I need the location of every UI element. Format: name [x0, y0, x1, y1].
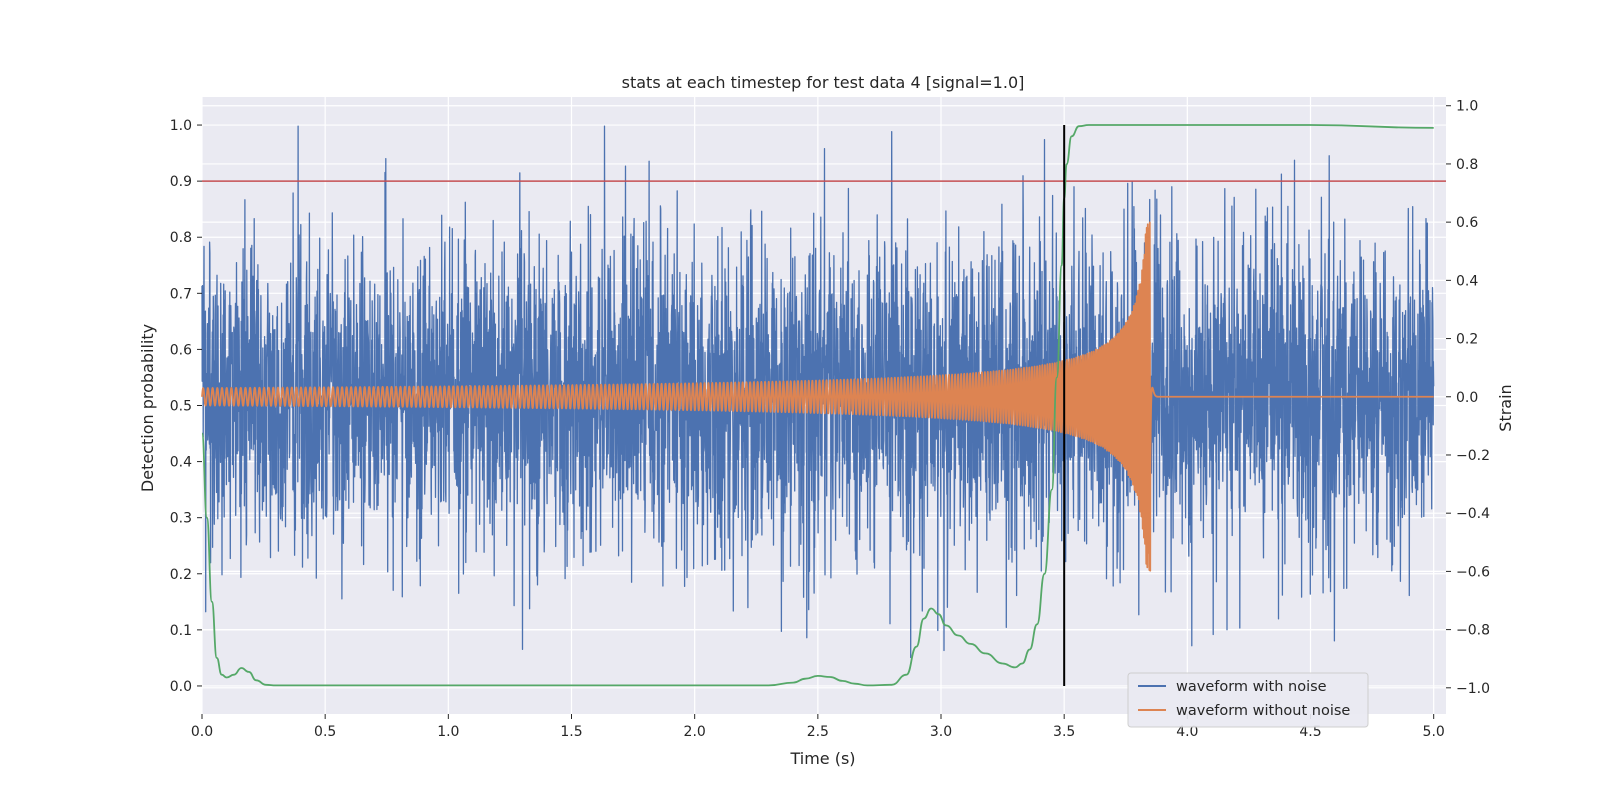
x-tick-label: 0.0: [191, 724, 213, 740]
y-tick-label-right: 0.6: [1456, 215, 1478, 231]
y-tick-label-left: 0.3: [170, 511, 192, 527]
y-tick-label-right: −0.4: [1456, 506, 1490, 522]
x-tick-label: 5.0: [1423, 724, 1445, 740]
y-axis-left: 0.0 0.1 0.2 0.3 0.4 0.5 0.6 0.7 0.8 0.9 1.0: [170, 118, 202, 695]
x-axis: 0.0 0.5 1.0 1.5 2.0 2.5 3.0 3.5 4.0 4.5 5.0: [191, 714, 1445, 740]
series-detection-probability: [201, 124, 1434, 687]
x-tick-label: 3.0: [930, 724, 952, 740]
y-tick-label-right: 0.4: [1456, 273, 1478, 289]
y-tick-label-left: 0.5: [170, 399, 192, 415]
y-tick-label-left: 0.2: [170, 567, 192, 583]
series-layer: [201, 124, 1446, 687]
x-axis-label: Time (s): [789, 749, 855, 768]
series-waveform-without-noise: [201, 221, 1435, 572]
y-tick-label-right: 0.2: [1456, 332, 1478, 348]
x-tick-label: 2.5: [807, 724, 829, 740]
y-tick-label-right: 0.8: [1456, 157, 1478, 173]
x-tick-label: 4.5: [1299, 724, 1321, 740]
y-tick-label-right: 0.0: [1456, 390, 1478, 406]
legend-label-clean: waveform without noise: [1176, 703, 1350, 719]
x-tick-label: 3.5: [1053, 724, 1075, 740]
legend-box: [1127, 672, 1369, 728]
y-tick-label-left: 0.7: [170, 286, 192, 302]
series-waveform-with-noise: [201, 125, 1435, 659]
y-tick-label-left: 0.0: [170, 679, 192, 695]
x-tick-label: 0.5: [314, 724, 336, 740]
y-axis-label-left: Detection probability: [138, 324, 157, 492]
legend: waveform with noise waveform without noi…: [1127, 672, 1369, 728]
x-tick-label: 4.0: [1176, 724, 1198, 740]
y-tick-label-right: 1.0: [1456, 99, 1478, 115]
y-axis-right: −1.0 −0.8 −0.6 −0.4 −0.2 0.0 0.2 0.4 0.6 0.8 1.0: [1446, 99, 1490, 697]
y-tick-label-left: 0.8: [170, 230, 192, 246]
y-tick-label-left: 0.9: [170, 174, 192, 190]
y-tick-label-right: −0.8: [1456, 623, 1490, 639]
x-tick-label: 1.5: [560, 724, 582, 740]
y-tick-label-left: 0.1: [170, 623, 192, 639]
legend-label-noise: waveform with noise: [1176, 679, 1327, 695]
y-tick-label-left: 0.4: [170, 455, 192, 471]
y-tick-label-right: −1.0: [1456, 681, 1490, 697]
y-axis-label-right: Strain: [1496, 384, 1515, 431]
x-tick-label: 1.0: [437, 724, 459, 740]
y-tick-label-left: 1.0: [170, 118, 192, 134]
x-tick-label: 2.0: [684, 724, 706, 740]
chart-title: stats at each timestep for test data 4 […: [622, 73, 1025, 92]
y-tick-label-right: −0.2: [1456, 448, 1490, 464]
y-tick-label-right: −0.6: [1456, 564, 1490, 580]
y-tick-label-left: 0.6: [170, 342, 192, 358]
